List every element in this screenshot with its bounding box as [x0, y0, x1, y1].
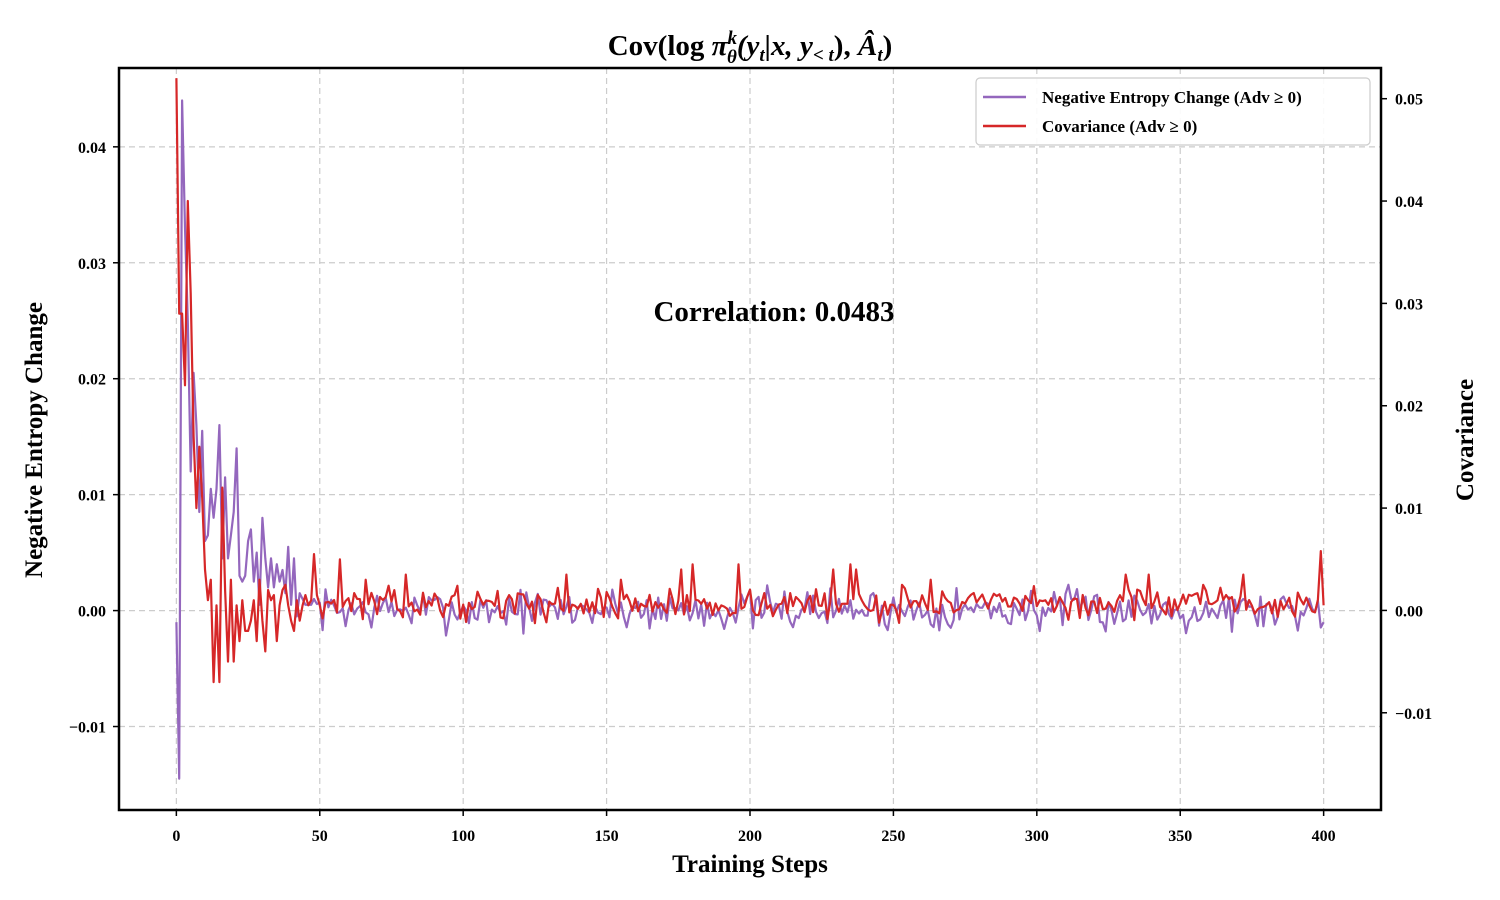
left-y-axis-ticks: −0.01 0.00 0.01 0.02 0.03 0.04 — [69, 140, 119, 737]
right-y-axis-label: Covariance — [1452, 379, 1479, 501]
right-y-tick-label: 0.03 — [1395, 296, 1423, 313]
chart-title: Cov(log πk θ(yt|x, y< t), Ât) — [608, 28, 893, 68]
left-y-tick-label: 0.00 — [78, 604, 106, 621]
right-y-tick-label: 0.00 — [1395, 603, 1423, 620]
x-tick-label: 300 — [1025, 828, 1049, 845]
legend-label-entropy: Negative Entropy Change (Adv ≥ 0) — [1042, 88, 1302, 107]
left-y-tick-label: 0.03 — [78, 256, 106, 273]
x-tick-label: 100 — [451, 828, 475, 845]
x-tick-label: 400 — [1312, 828, 1336, 845]
left-y-tick-label: 0.04 — [78, 140, 106, 157]
plot-series — [175, 78, 1325, 780]
x-tick-label: 50 — [312, 828, 328, 845]
covariance-line — [175, 78, 1325, 684]
gridlines — [119, 68, 1381, 810]
legend-box — [975, 77, 1371, 146]
x-tick-label: 0 — [172, 828, 180, 845]
legend-label-covariance: Covariance (Adv ≥ 0) — [1042, 117, 1197, 136]
right-y-tick-label: 0.01 — [1395, 501, 1423, 518]
x-tick-label: 250 — [881, 828, 905, 845]
right-y-axis-ticks: −0.01 0.00 0.01 0.02 0.03 0.04 0.05 — [1381, 92, 1432, 723]
legend: Negative Entropy Change (Adv ≥ 0) Covari… — [975, 77, 1371, 146]
right-y-tick-label: 0.04 — [1395, 194, 1423, 211]
x-tick-label: 150 — [595, 828, 619, 845]
x-axis-label: Training Steps — [672, 851, 828, 878]
left-y-tick-label: 0.02 — [78, 372, 106, 389]
right-y-tick-label: −0.01 — [1395, 706, 1432, 723]
correlation-annotation: Correlation: 0.0483 — [653, 296, 894, 328]
x-tick-label: 200 — [738, 828, 762, 845]
x-axis-ticks: 0 50 100 150 200 250 300 350 400 — [172, 810, 1336, 845]
left-y-tick-label: −0.01 — [69, 720, 106, 737]
right-y-tick-label: 0.02 — [1395, 399, 1423, 416]
left-y-axis-label: Negative Entropy Change — [21, 302, 48, 578]
left-y-tick-label: 0.01 — [78, 488, 106, 505]
x-tick-label: 350 — [1168, 828, 1192, 845]
right-y-tick-label: 0.05 — [1395, 92, 1423, 109]
